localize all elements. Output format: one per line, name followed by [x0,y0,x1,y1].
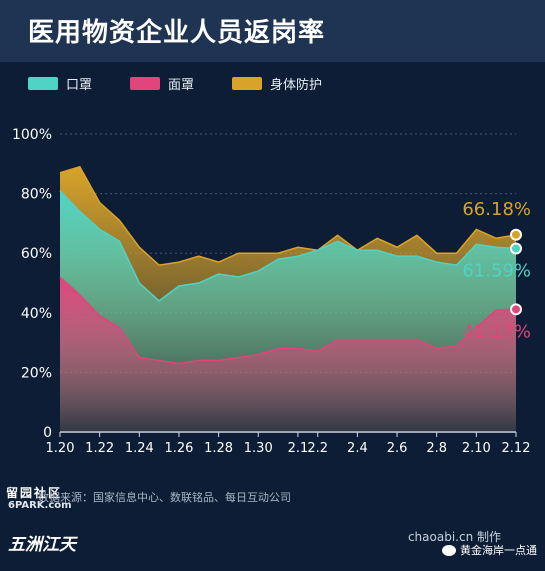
x-tick-label: 1.26 [164,441,193,456]
legend-item-mask: 口罩 [28,74,92,93]
x-tick-label: 2.10 [462,441,491,456]
title-bar [0,0,545,62]
legend-item-body-protection: 身体防护 [232,74,322,93]
y-tick-label: 20% [21,365,52,381]
end-label: 41.17% [462,321,531,342]
data-source: 数据来源：国家信息中心、数联铭品、每日互动公司 [38,491,291,504]
x-tick-label: 2.6 [387,441,408,456]
x-tick-label: 2.4 [347,441,368,456]
y-tick-label: 40% [21,306,52,322]
legend-swatch-mask [28,77,58,90]
end-marker [510,303,522,316]
area-face-shield-line [59,276,517,365]
area-body-protection-line [59,165,517,266]
watermark-seal: 五洲江天 [8,535,76,555]
legend-label-mask: 口罩 [66,78,93,93]
x-tick-label: 2.1 [288,441,309,456]
wechat-author-name: 黄金海岸一点通 [460,544,537,557]
wechat-icon [442,544,456,556]
wechat-author: 黄金海岸一点通 [442,542,537,558]
x-tick-label: 1.20 [46,441,75,456]
x-tick-label: 2.2 [307,441,328,456]
end-marker [510,242,522,255]
y-tick-label: 80% [21,187,52,203]
y-tick-label: 0 [43,425,52,441]
legend-item-face-shield: 面罩 [130,74,194,93]
x-tick-label: 1.24 [125,441,154,456]
end-marker [510,228,522,241]
end-label: 66.18% [462,199,531,220]
legend-swatch-face-shield [130,77,160,90]
credit: chaoabi.cn 制作 [407,530,501,544]
watermark-6park: 6PARK.com [8,500,72,511]
legend-label-body-protection: 身体防护 [270,78,323,93]
end-label: 61.59% [462,260,531,281]
area-face-shield [60,277,516,432]
watermark-shequ: 留园社区 [6,486,63,500]
area-mask-line [59,190,517,302]
page-title: 医用物资企业人员返岗率 [28,18,326,48]
legend-label-face-shield: 面罩 [168,78,195,93]
x-tick-label: 1.22 [85,441,114,456]
y-tick-label: 60% [21,246,52,262]
x-tick-label: 2.8 [426,441,447,456]
y-tick-label: 100% [12,127,52,143]
legend: 口罩 面罩 身体防护 [0,74,545,98]
x-tick-label: 1.28 [204,441,233,456]
legend-swatch-body-protection [232,77,262,90]
x-tick-label: 2.12 [502,441,531,456]
x-tick-label: 1.30 [244,441,273,456]
